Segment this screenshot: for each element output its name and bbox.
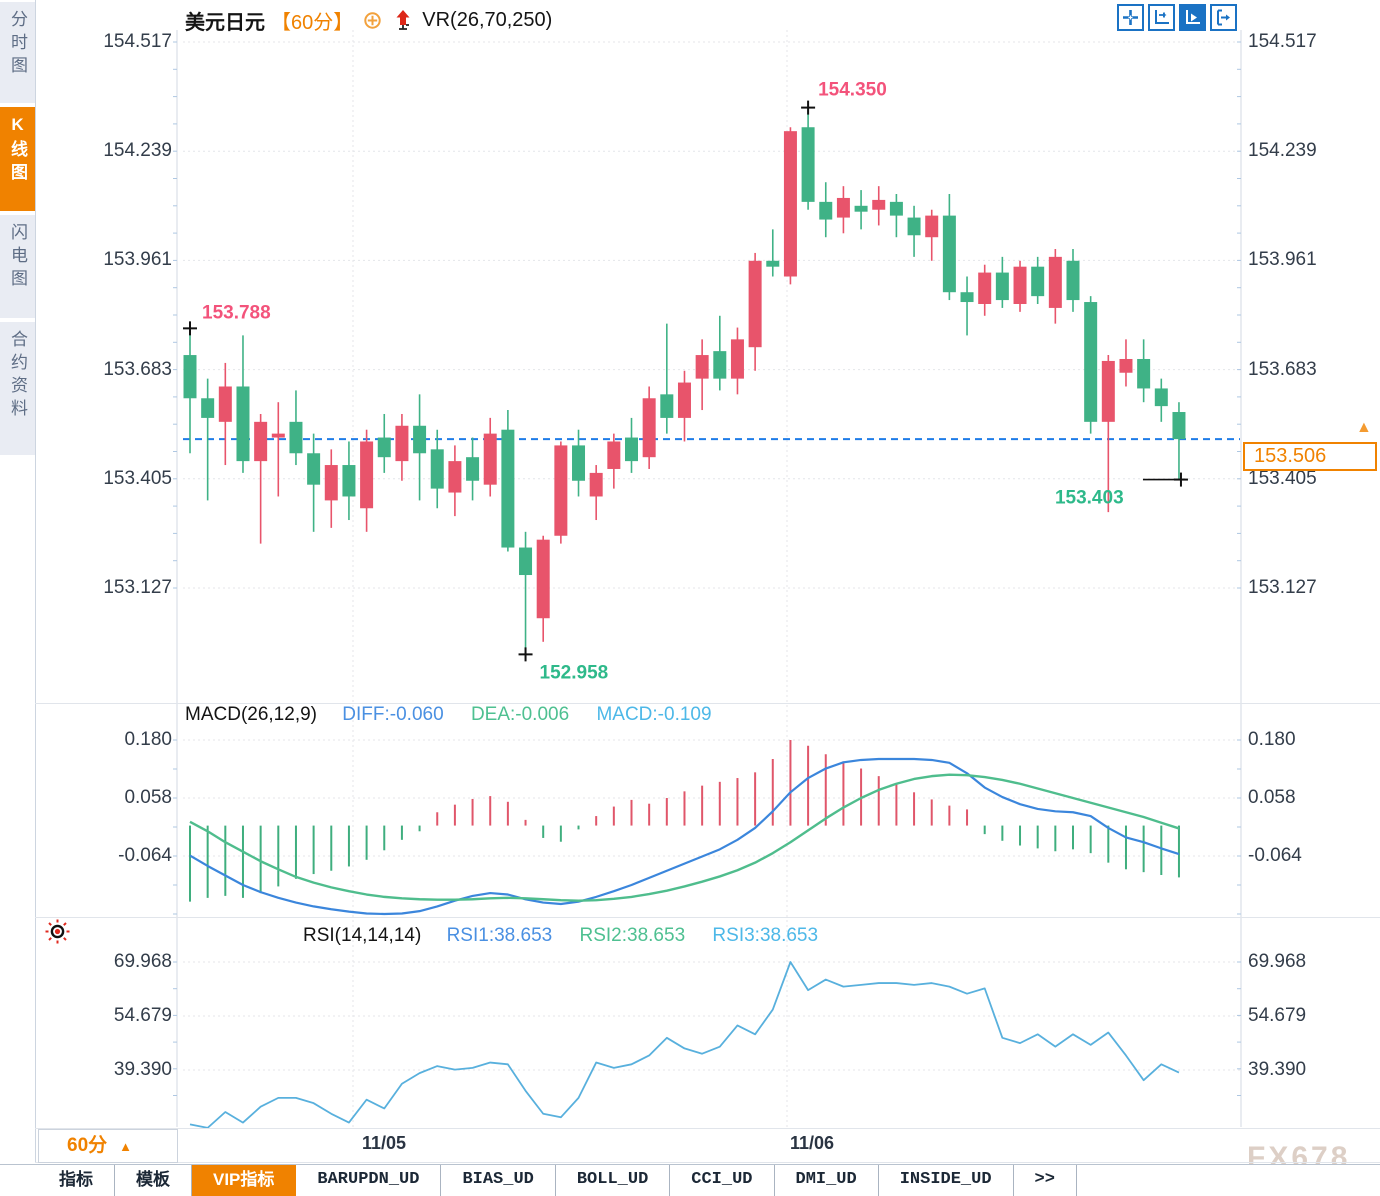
x-axis-date: 11/05 <box>362 1133 407 1153</box>
axis-label: 153.683 <box>103 358 172 380</box>
axis-label: 154.239 <box>103 140 172 162</box>
alarm-icon[interactable] <box>44 918 71 950</box>
add-indicator-icon[interactable] <box>363 11 382 30</box>
axis-label: 39.390 <box>1248 1059 1307 1080</box>
timeframe-arrow-icon: ▲ <box>119 1139 133 1154</box>
axis-label: 153.127 <box>1248 576 1317 598</box>
axis-label: 54.679 <box>113 1005 172 1026</box>
axis-label: 153.405 <box>1248 467 1317 489</box>
tab-barupdn[interactable]: BARUPDN_UD <box>296 1165 442 1196</box>
play-axis-icon[interactable] <box>1179 4 1206 31</box>
sidebar-item-kline[interactable]: K线图 <box>0 107 35 211</box>
axis-label: 39.390 <box>113 1059 172 1080</box>
svg-text:154.350: 154.350 <box>818 80 887 101</box>
axis-label: 154.517 <box>1248 31 1317 52</box>
rsi-header: RSI(14,14,14) RSI1:38.653 RSI2:38.653 RS… <box>303 925 818 947</box>
current-price-badge: 153.506 <box>1243 442 1377 471</box>
axis-label: -0.064 <box>1248 844 1302 866</box>
tab-more[interactable]: >> <box>1014 1165 1077 1196</box>
axis-label: 69.968 <box>1248 951 1307 972</box>
tab-boll[interactable]: BOLL_UD <box>556 1165 671 1196</box>
separator <box>35 703 1380 704</box>
axis-label: 154.239 <box>1248 140 1317 162</box>
axis-label: 0.058 <box>124 787 172 808</box>
timeframe-selector[interactable]: 60分 ▲ <box>38 1129 178 1163</box>
tab-inside[interactable]: INSIDE_UD <box>879 1165 1014 1196</box>
rsi3-value: RSI3:38.653 <box>712 925 819 946</box>
macd-dea-value: DEA:-0.006 <box>470 704 570 725</box>
tab-templates[interactable]: 模板 <box>115 1165 192 1196</box>
indicator-title: VR(26,70,250) <box>422 9 553 31</box>
price-axis-left: 154.517 154.239 153.961 153.683 153.405 153.1… <box>60 0 172 1196</box>
axis-label: 153.961 <box>1248 249 1317 271</box>
axis-label: 0.180 <box>1248 729 1296 750</box>
macd-header: MACD(26,12,9) DIFF:-0.060 DEA:-0.006 MAC… <box>185 704 712 726</box>
svg-text:153.403: 153.403 <box>1055 488 1124 509</box>
timeframe-label: 60分 <box>67 1135 108 1156</box>
axis-label: 154.517 <box>103 31 172 52</box>
separator <box>35 917 1380 918</box>
price-up-arrow-icon: ▲ <box>1356 419 1372 436</box>
tab-cci[interactable]: CCI_UD <box>670 1165 775 1196</box>
axis-label: 153.961 <box>103 249 172 271</box>
macd-macd-value: MACD:-0.109 <box>596 704 712 725</box>
sidebar-item-time-chart[interactable]: 分时图 <box>0 2 35 103</box>
axis-label: 0.058 <box>1248 787 1296 808</box>
axis-label: -0.064 <box>118 844 172 866</box>
instrument-title: 美元日元 <box>185 12 265 34</box>
axis-label: 0.180 <box>124 729 172 750</box>
tab-vip-indicators[interactable]: VIP指标 <box>192 1165 297 1196</box>
sidebar-divider <box>35 0 36 1163</box>
rsi1-value: RSI1:38.653 <box>446 925 553 946</box>
x-axis-date: 11/06 <box>790 1133 835 1153</box>
axis-label: 54.679 <box>1248 1005 1307 1026</box>
macd-name: MACD(26,12,9) <box>185 704 317 725</box>
axis-label: 153.405 <box>103 467 172 489</box>
zoom-axis-icon[interactable] <box>1148 4 1175 31</box>
chart-title-row: 美元日元 【60分】 VR(26,70,250) <box>185 6 552 35</box>
tab-indicators[interactable]: 指标 <box>38 1165 115 1196</box>
rsi-name: RSI(14,14,14) <box>303 925 422 946</box>
exit-range-icon[interactable] <box>1210 4 1237 31</box>
period-label: 【60分】 <box>271 12 354 34</box>
separator <box>35 1162 1380 1163</box>
tab-dmi[interactable]: DMI_UD <box>775 1165 879 1196</box>
price-axis-right: 154.517 154.239 153.961 153.683 153.405 153.1… <box>1248 0 1373 1196</box>
svg-text:153.788: 153.788 <box>202 302 271 323</box>
axis-label: 153.683 <box>1248 358 1317 380</box>
axis-label: 153.127 <box>103 576 172 598</box>
chart-toolbar <box>1117 4 1237 31</box>
sidebar-item-contract-info[interactable]: 合约资料 <box>0 322 35 455</box>
rsi2-value: RSI2:38.653 <box>579 925 686 946</box>
svg-text:152.958: 152.958 <box>540 662 609 683</box>
pan-crosshair-icon[interactable] <box>1117 4 1144 31</box>
sidebar-item-flash-chart[interactable]: 闪电图 <box>0 215 35 318</box>
axis-label: 69.968 <box>113 951 172 972</box>
up-arrow-icon <box>394 9 412 32</box>
separator <box>35 1128 1380 1129</box>
indicator-tab-bar: 指标 模板 VIP指标 BARUPDN_UD BIAS_UD BOLL_UD C… <box>0 1164 1380 1196</box>
macd-diff-value: DIFF:-0.060 <box>342 704 444 725</box>
tab-bias[interactable]: BIAS_UD <box>441 1165 556 1196</box>
